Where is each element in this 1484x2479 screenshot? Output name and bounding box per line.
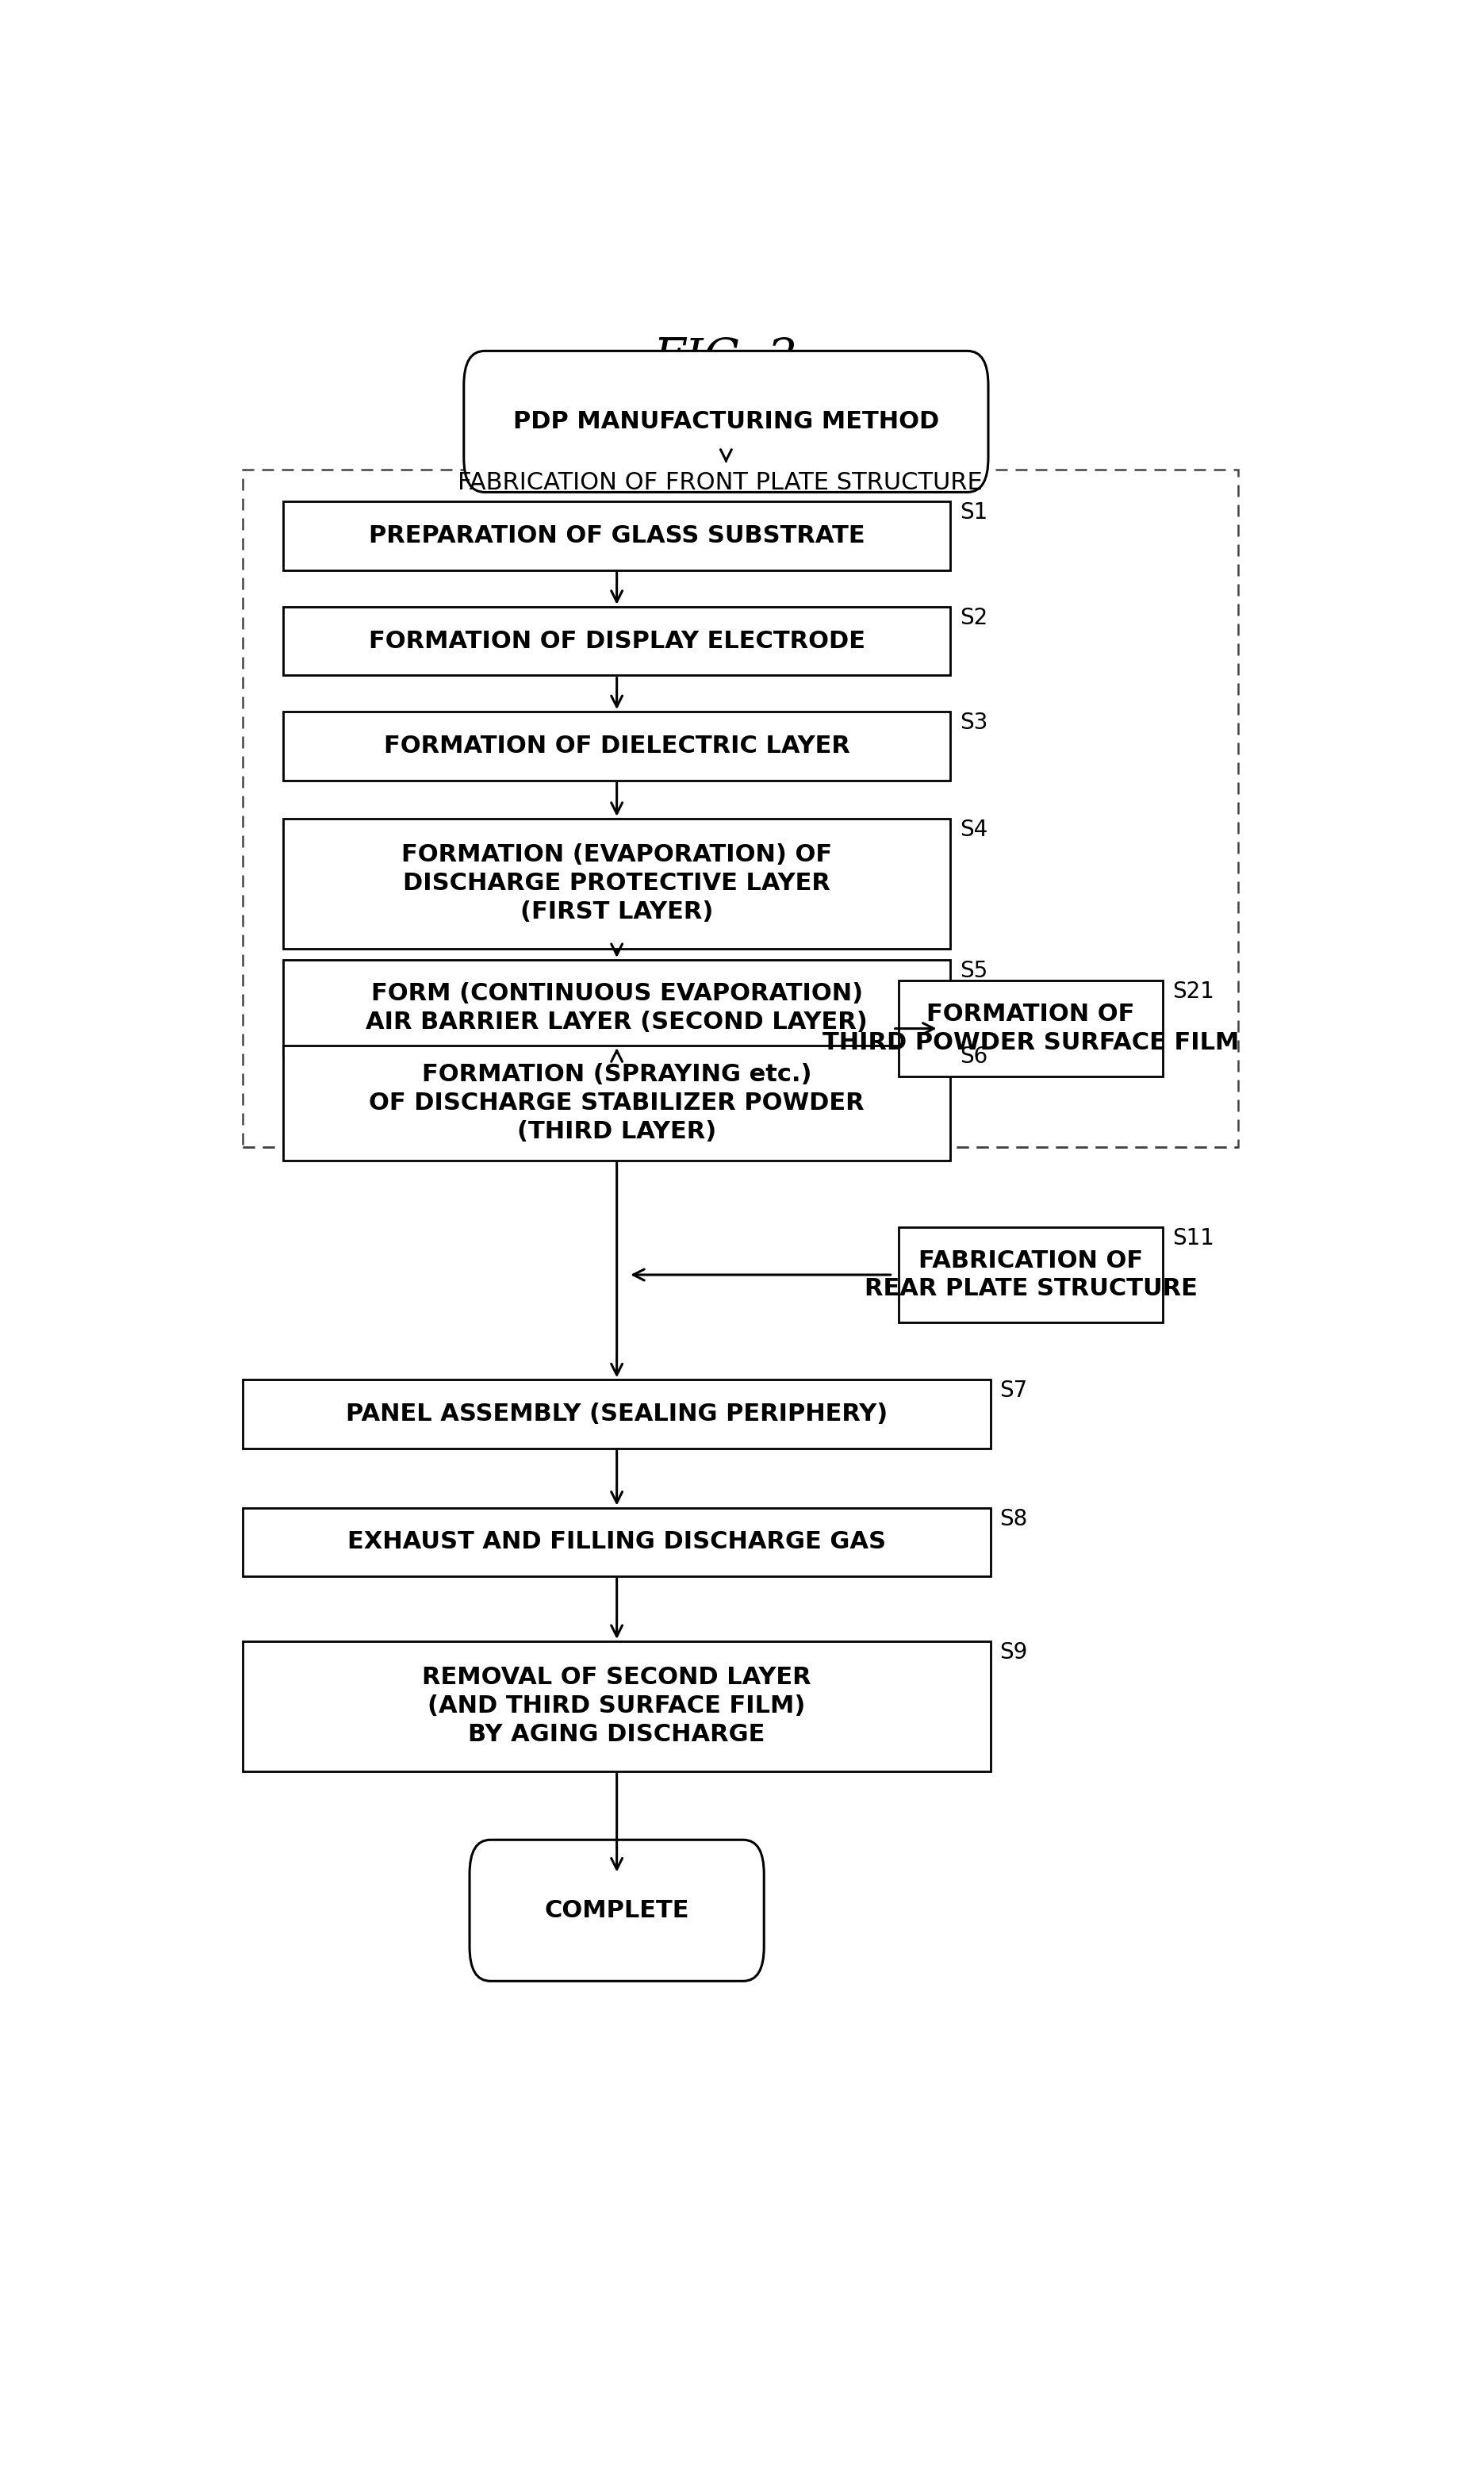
Bar — [243, 469, 1238, 1148]
Bar — [283, 959, 950, 1056]
Text: S6: S6 — [960, 1046, 987, 1068]
Text: PDP MANUFACTURING METHOD: PDP MANUFACTURING METHOD — [513, 409, 939, 434]
Text: S3: S3 — [960, 711, 987, 734]
Text: FORMATION OF DISPLAY ELECTRODE: FORMATION OF DISPLAY ELECTRODE — [368, 630, 865, 652]
Text: S7: S7 — [1000, 1381, 1028, 1403]
Text: S1: S1 — [960, 501, 987, 523]
Text: EXHAUST AND FILLING DISCHARGE GAS: EXHAUST AND FILLING DISCHARGE GAS — [347, 1530, 886, 1554]
Text: FIG. 2: FIG. 2 — [654, 337, 798, 382]
Bar — [283, 1046, 950, 1160]
Bar — [243, 1641, 990, 1770]
FancyBboxPatch shape — [464, 352, 988, 493]
Text: FORMATION OF DIELECTRIC LAYER: FORMATION OF DIELECTRIC LAYER — [384, 734, 850, 759]
Text: FORM (CONTINUOUS EVAPORATION)
AIR BARRIER LAYER (SECOND LAYER): FORM (CONTINUOUS EVAPORATION) AIR BARRIE… — [367, 982, 868, 1034]
Text: S8: S8 — [1000, 1507, 1028, 1530]
Text: FORMATION (SPRAYING etc.)
OF DISCHARGE STABILIZER POWDER
(THIRD LAYER): FORMATION (SPRAYING etc.) OF DISCHARGE S… — [370, 1063, 865, 1143]
Bar — [283, 818, 950, 949]
Text: COMPLETE: COMPLETE — [545, 1899, 689, 1921]
Bar — [243, 1381, 990, 1448]
Text: PANEL ASSEMBLY (SEALING PERIPHERY): PANEL ASSEMBLY (SEALING PERIPHERY) — [346, 1403, 887, 1425]
Text: S2: S2 — [960, 607, 987, 630]
Text: S21: S21 — [1172, 982, 1214, 1004]
Bar — [283, 711, 950, 781]
Bar — [243, 1507, 990, 1577]
FancyBboxPatch shape — [469, 1839, 764, 1981]
Text: FORMATION (EVAPORATION) OF
DISCHARGE PROTECTIVE LAYER
(FIRST LAYER): FORMATION (EVAPORATION) OF DISCHARGE PRO… — [401, 843, 833, 925]
Text: PREPARATION OF GLASS SUBSTRATE: PREPARATION OF GLASS SUBSTRATE — [368, 526, 865, 548]
Text: REMOVAL OF SECOND LAYER
(AND THIRD SURFACE FILM)
BY AGING DISCHARGE: REMOVAL OF SECOND LAYER (AND THIRD SURFA… — [423, 1666, 812, 1745]
Bar — [283, 607, 950, 674]
Text: FABRICATION OF FRONT PLATE STRUCTURE: FABRICATION OF FRONT PLATE STRUCTURE — [459, 471, 982, 493]
Text: S5: S5 — [960, 959, 987, 982]
Bar — [283, 501, 950, 570]
Text: FORMATION OF
THIRD POWDER SURFACE FILM: FORMATION OF THIRD POWDER SURFACE FILM — [822, 1004, 1239, 1054]
Text: S11: S11 — [1172, 1227, 1214, 1249]
Text: S9: S9 — [1000, 1641, 1028, 1663]
Text: FABRICATION OF
REAR PLATE STRUCTURE: FABRICATION OF REAR PLATE STRUCTURE — [864, 1249, 1198, 1301]
Text: S4: S4 — [960, 818, 987, 840]
Bar — [898, 982, 1163, 1076]
Bar — [898, 1227, 1163, 1321]
